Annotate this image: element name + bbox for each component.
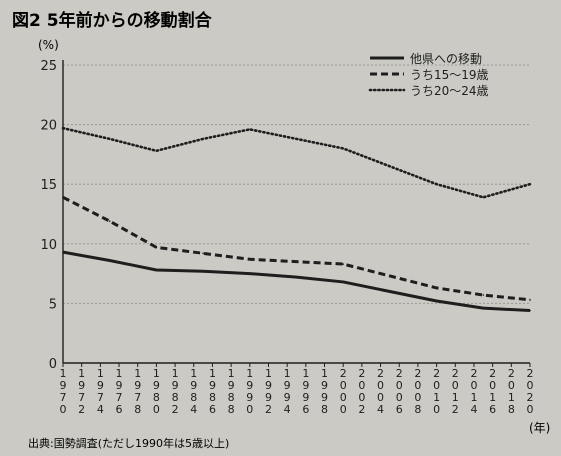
data-point [482,294,485,296]
data-point [202,270,204,273]
chart-title: 図2 5年前からの移動割合 [12,10,213,31]
data-point [295,276,298,278]
grid-lines [63,64,530,304]
y-tick-label: 25 [40,59,57,74]
data-point [295,260,298,263]
legend-label: 他県への移動 [410,52,482,66]
data-point [529,183,531,185]
y-tick-label: 5 [49,297,57,312]
data-point [529,309,531,312]
axes [62,60,531,367]
y-axis-unit: (%) [38,38,59,52]
data-point [435,300,438,302]
data-point [249,258,251,261]
y-tick-labels: 0 5 10 15 20 25 [40,59,57,372]
data-point [202,252,204,255]
legend-label: うち20〜24歳 [410,84,489,98]
legend-label: うち15〜19歳 [410,68,489,82]
source-note: 出典:国勢調査(ただし1990年は5歳以上) [28,436,229,450]
data-point [389,275,391,277]
data-point [155,150,158,152]
data-point [389,165,391,168]
series-line-dashed [62,195,531,302]
data-point [108,220,111,222]
data-point [342,263,345,265]
data-point [482,307,485,309]
data-point [342,281,345,283]
y-tick-label: 10 [40,238,57,253]
data-point [62,251,64,253]
y-tick-label: 20 [40,119,57,134]
data-point [435,287,438,289]
data-point [202,138,204,140]
y-tick-label: 15 [40,178,57,193]
data-point [249,272,251,275]
data-point [62,196,64,199]
y-tick-label: 0 [49,357,57,372]
data-point [249,128,251,131]
data-point [342,147,345,150]
data-point [529,299,531,301]
data-point [482,196,485,199]
x-tick-labels: 1 9 7 0 1 9 7 2 1 9 7 4 1 9 7 6 1 9 7 8 1 9 8 0 1 9 8 2 1 9 8 4 1 9 8 6 1 9 8 8… [60,367,534,416]
data-point [389,290,391,293]
data-point [155,269,158,271]
x-axis-unit: (年) [529,421,550,435]
data-point [108,138,111,140]
series-lines [61,126,532,313]
data-point [435,183,438,185]
data-point [62,127,64,129]
data-point [108,259,111,262]
data-point [295,138,298,140]
data-point [155,246,158,249]
